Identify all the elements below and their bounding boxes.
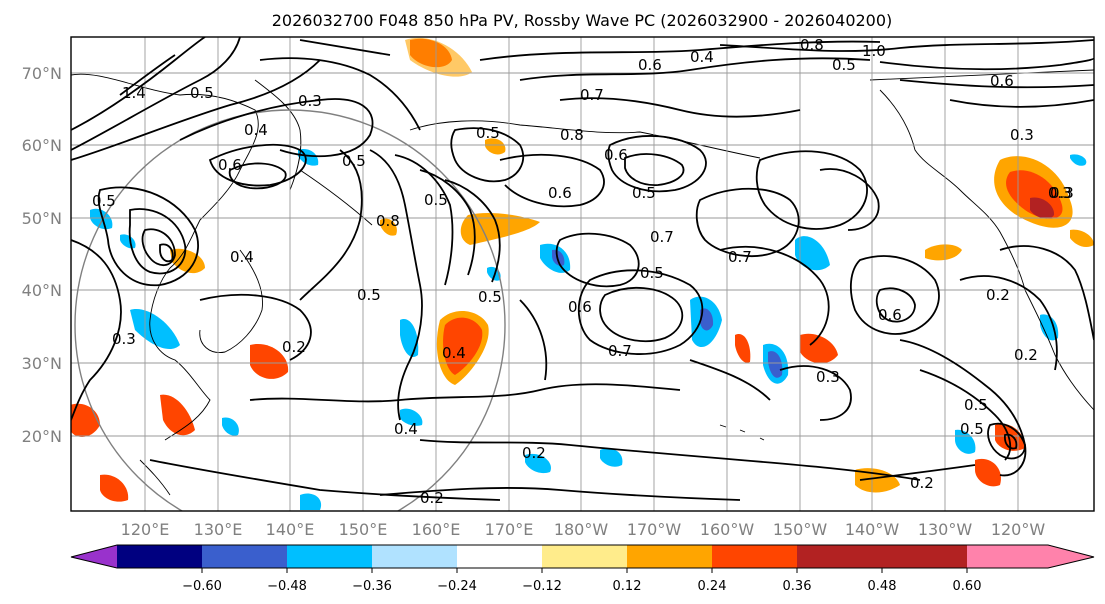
contour-label: 0.2 — [282, 338, 306, 356]
lon-label: 130°W — [918, 520, 973, 539]
contour-label: 0.4 — [690, 48, 714, 66]
contour-label: 0.8 — [800, 36, 824, 54]
contour-label: 0.5 — [357, 286, 381, 304]
lat-label-60n: 60°N — [22, 136, 62, 155]
colorbar-extend-high — [967, 545, 1094, 568]
map-background — [71, 37, 1094, 511]
map-content: 0.4 0.3 0.8 0.6 1.0 0.8 0.5 0.3 0.4 1.4 … — [71, 36, 1094, 511]
contour-label: 0.7 — [608, 342, 632, 360]
lat-label-50n: 50°N — [22, 209, 62, 228]
lon-label: 170°E — [485, 520, 534, 539]
colorbar-tick-label: 0.24 — [698, 579, 727, 594]
contour-label: 1.0 — [862, 42, 886, 60]
contour-label: 0.2 — [1014, 346, 1038, 364]
contour-label: 0.4 — [442, 344, 466, 362]
colorbar-tick-label: −0.60 — [182, 579, 222, 594]
colorbar-bin — [542, 545, 627, 568]
lat-label-40n: 40°N — [22, 281, 62, 300]
contour-label: 0.6 — [568, 298, 592, 316]
colorbar-bin — [287, 545, 372, 568]
map-frame — [70, 36, 1095, 512]
colorbar-outline — [70, 544, 1095, 569]
colorbar-bin — [117, 545, 202, 568]
lon-label: 140°E — [266, 520, 315, 539]
contour-labels: 0.4 0.3 0.8 0.6 1.0 0.8 0.5 0.3 0.4 1.4 … — [92, 36, 1074, 507]
radius-circle — [74, 109, 506, 511]
contour-label: 0.5 — [92, 192, 116, 210]
contour-label: 0.2 — [420, 489, 444, 507]
colorbar-tick-label: −0.12 — [522, 579, 562, 594]
contour-label: 0.2 — [522, 444, 546, 462]
contour-label: 0.4 — [244, 121, 268, 139]
contour-label: 0.8 — [560, 126, 584, 144]
colorbar-extend-low — [71, 545, 117, 568]
contour-label: 0.5 — [478, 288, 502, 306]
latitude-labels: 70°N 60°N 50°N 40°N 30°N 20°N — [22, 64, 62, 446]
contour-label: 0.3 — [112, 330, 136, 348]
contour-label: 0.6 — [878, 306, 902, 324]
contour-label: 0.5 — [832, 56, 856, 74]
colorbar-bin — [202, 545, 287, 568]
lon-label: 120°W — [991, 520, 1046, 539]
colorbar-tick-label: −0.48 — [267, 579, 307, 594]
colorbar-bin — [627, 545, 712, 568]
contour-label: 0.3 — [816, 368, 840, 386]
contour-label: 0.4 — [394, 420, 418, 438]
lon-label: 120°E — [121, 520, 170, 539]
contour-label: 0.5 — [342, 152, 366, 170]
lon-label: 130°E — [194, 520, 243, 539]
colorbar-bin — [797, 545, 882, 568]
colorbar-tick-label: 0.60 — [953, 579, 982, 594]
contour-label: 0.5 — [476, 124, 500, 142]
lon-label: 170°W — [627, 520, 682, 539]
colorbar-tick-label: 0.36 — [783, 579, 812, 594]
contour-label: 0.5 — [640, 264, 664, 282]
colorbar: −0.60 −0.48 −0.36 −0.24 −0.12 0.12 0.24 … — [70, 544, 1095, 594]
contour-label: 0.3 — [1010, 126, 1034, 144]
lon-label: 150°W — [773, 520, 828, 539]
longitude-labels: 120°E 130°E 140°E 150°E 160°E 170°E 180°… — [121, 520, 1046, 539]
contour-label: 0.5 — [424, 191, 448, 209]
contour-label: 0.6 — [218, 156, 242, 174]
contour-label: 0.7 — [580, 86, 604, 104]
colorbar-tick-label: −0.36 — [352, 579, 392, 594]
lon-label: 140°W — [845, 520, 900, 539]
contour-label: 0.5 — [632, 184, 656, 202]
colorbar-bin — [882, 545, 967, 568]
contour-label: 0.8 — [376, 212, 400, 230]
contour-label: 0.5 — [960, 420, 984, 438]
lon-label: 150°E — [339, 520, 388, 539]
lat-label-70n: 70°N — [22, 64, 62, 83]
lat-label-20n: 20°N — [22, 427, 62, 446]
contour-label: 0.2 — [910, 474, 934, 492]
lat-label-30n: 30°N — [22, 354, 62, 373]
lon-label: 160°E — [412, 520, 461, 539]
pv-contours — [71, 37, 1094, 501]
contour-label: 0.5 — [190, 84, 214, 102]
lon-label: 160°W — [700, 520, 755, 539]
colorbar-tick-label: 0.12 — [613, 579, 642, 594]
figure-title: 2026032700 F048 850 hPa PV, Rossby Wave … — [272, 11, 893, 30]
contour-label: 0.6 — [548, 184, 572, 202]
lon-label: 180°W — [554, 520, 609, 539]
contour-label: 0.7 — [728, 248, 752, 266]
contour-label: 0.6 — [990, 72, 1014, 90]
contour-label: 0.6 — [604, 146, 628, 164]
contour-label: 0.3 — [1050, 184, 1074, 202]
contour-label: 0.2 — [986, 286, 1010, 304]
contour-label: 0.4 — [230, 248, 254, 266]
contour-label: 0.3 — [298, 92, 322, 110]
colorbar-bin — [712, 545, 797, 568]
colorbar-bin — [372, 545, 457, 568]
contour-label: 1.4 — [122, 84, 146, 102]
contour-label: 0.6 — [638, 56, 662, 74]
contour-label: 0.5 — [964, 396, 988, 414]
colorbar-bin — [457, 545, 542, 568]
contour-label: 0.7 — [650, 228, 674, 246]
contour-label: 0.3 — [1048, 184, 1072, 202]
colorbar-tick-label: 0.48 — [868, 579, 897, 594]
colorbar-tick-label: −0.24 — [437, 579, 477, 594]
